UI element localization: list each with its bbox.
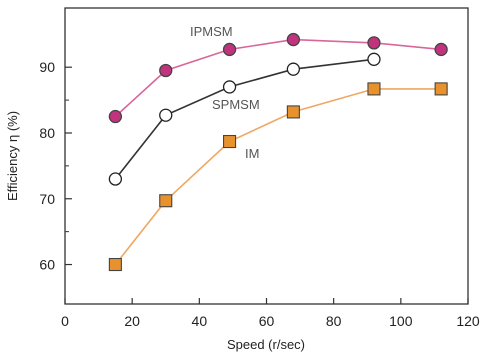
data-point-spmsm bbox=[159, 108, 173, 122]
x-tick-label: 20 bbox=[124, 313, 140, 329]
y-tick-label: 60 bbox=[39, 257, 55, 273]
data-point-ipmsm bbox=[159, 63, 173, 78]
data-point-ipmsm bbox=[286, 32, 301, 47]
data-point-spmsm bbox=[108, 172, 123, 186]
x-tick-label: 120 bbox=[456, 313, 480, 329]
x-tick-label: 80 bbox=[326, 313, 342, 329]
y-axis-title: Efficiency η (%) bbox=[5, 111, 20, 201]
series-label-ipmsm: IPMSM bbox=[190, 24, 233, 39]
x-tick-label: 40 bbox=[192, 313, 208, 329]
data-point-ipmsm bbox=[108, 109, 123, 124]
data-point-spmsm bbox=[222, 80, 237, 94]
data-point-spmsm bbox=[367, 52, 381, 66]
x-tick-label: 0 bbox=[61, 313, 69, 329]
data-point-ipmsm bbox=[367, 36, 381, 50]
data-point-im bbox=[223, 134, 237, 149]
data-point-im bbox=[108, 257, 122, 272]
y-tick-label: 90 bbox=[39, 59, 55, 75]
y-tick-label: 80 bbox=[39, 125, 55, 141]
plot-frame bbox=[64, 7, 469, 305]
series-line-ipmsm bbox=[114, 38, 442, 118]
x-tick-label: 100 bbox=[389, 313, 413, 329]
y-axis: 60 70 80 90 bbox=[39, 59, 72, 273]
x-tick-label: 60 bbox=[259, 313, 275, 329]
series-label-spmsm: SPMSM bbox=[212, 97, 260, 112]
data-point-ipmsm bbox=[222, 42, 237, 57]
data-point-im bbox=[367, 82, 381, 96]
data-point-spmsm bbox=[286, 62, 301, 76]
x-axis: 0 20 40 60 80 100 120 bbox=[61, 298, 480, 329]
x-axis-title: Speed (r/sec) bbox=[227, 337, 305, 352]
series-line-im bbox=[114, 88, 442, 265]
series-layer bbox=[108, 32, 448, 272]
data-point-im bbox=[286, 105, 300, 119]
data-point-im bbox=[159, 194, 173, 208]
y-tick-label: 70 bbox=[39, 191, 55, 207]
series-line-spmsm bbox=[114, 58, 375, 180]
data-point-ipmsm bbox=[434, 42, 448, 57]
data-point-im bbox=[434, 82, 448, 96]
series-label-im: IM bbox=[245, 146, 259, 161]
